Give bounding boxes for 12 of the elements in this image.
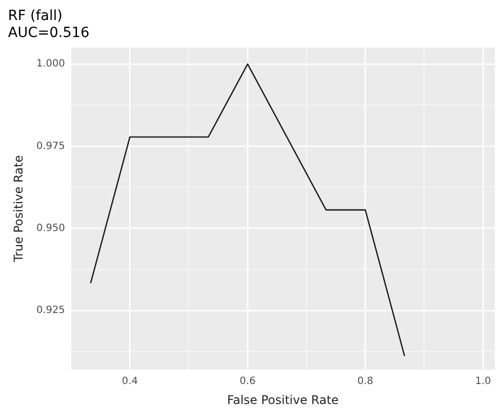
y-tick-label: 0.950 xyxy=(36,222,66,234)
y-tick-label: 0.925 xyxy=(36,305,66,316)
y-tick-label: 1.000 xyxy=(36,58,66,70)
y-tick-label: 0.975 xyxy=(36,140,66,152)
x-axis-title: False Positive Rate xyxy=(227,392,339,407)
x-tick-label: 1.0 xyxy=(475,376,491,388)
x-tick-label: 0.4 xyxy=(122,376,138,388)
x-tick-label: 0.8 xyxy=(357,376,374,388)
x-tick-label: 0.6 xyxy=(240,376,256,388)
chart-subtitle: AUC=0.516 xyxy=(8,24,90,41)
chart-title: RF (fall) xyxy=(8,8,62,24)
y-axis-title: True Positive Rate xyxy=(11,155,26,264)
